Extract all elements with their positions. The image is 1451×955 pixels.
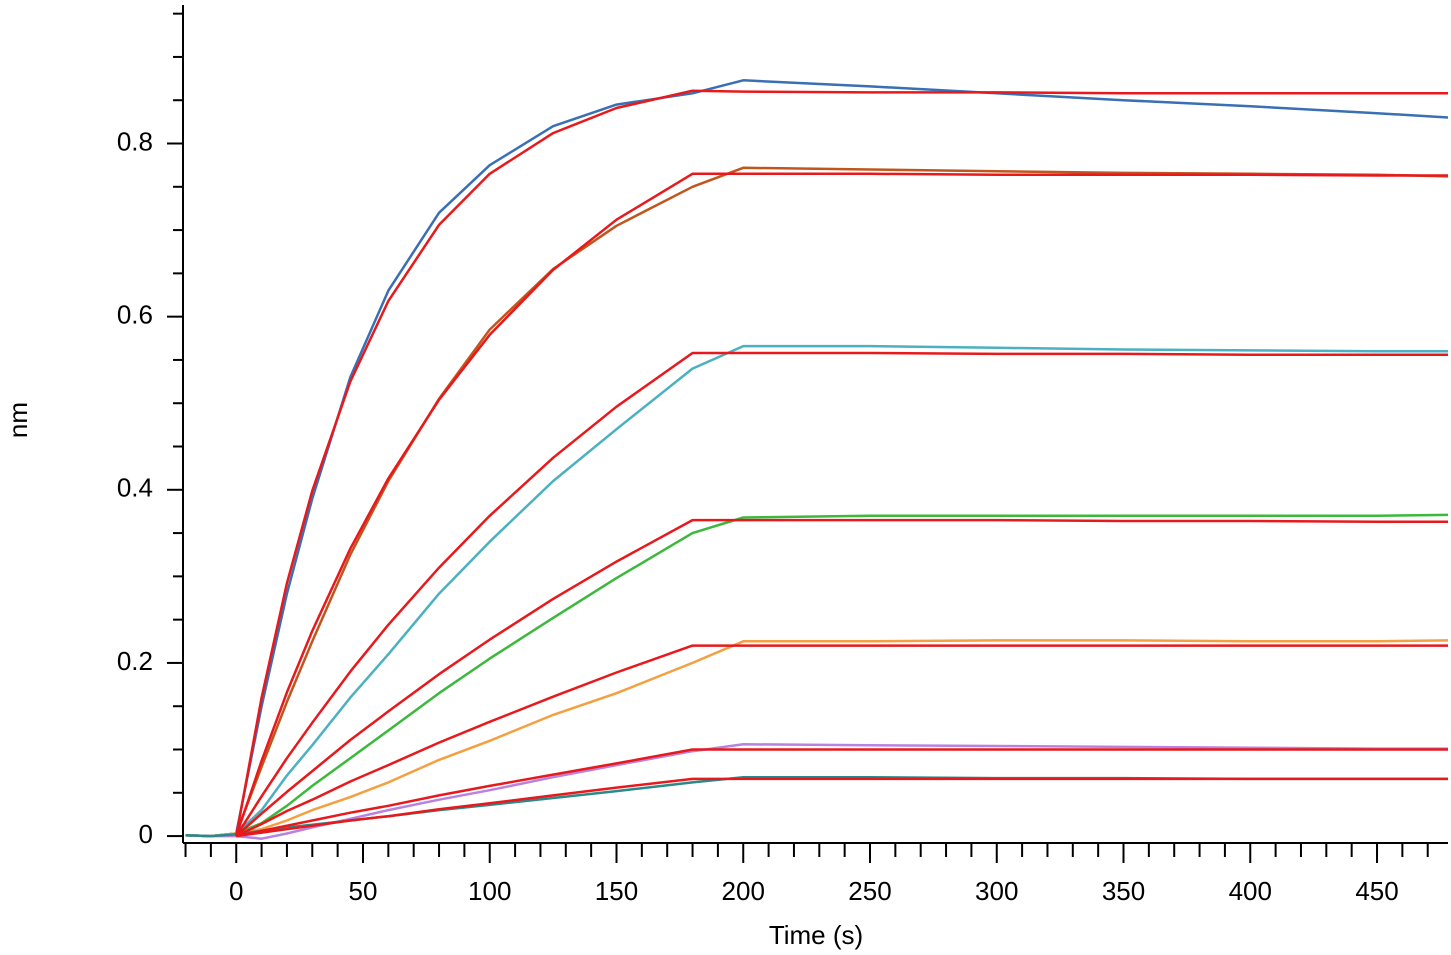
series-line [234,89,1448,837]
y-tick-label: 0.6 [117,300,153,330]
x-tick-label: 0 [229,876,243,906]
x-tick-label: 50 [349,876,378,906]
series-line [185,513,1449,838]
y-tick-label: 0.8 [117,126,153,156]
x-tick-label: 350 [1102,876,1145,906]
series-line [185,743,1448,840]
y-tick-label: 0 [139,819,153,849]
x-tick-label: 400 [1229,876,1272,906]
x-tick-label: 200 [722,876,765,906]
series-line [235,644,1448,838]
series-line [235,748,1448,838]
x-tick-label: 250 [848,876,891,906]
y-tick-label: 0.4 [117,473,153,503]
x-axis-label: Time (s) [769,920,863,950]
x-tick-label: 450 [1355,876,1398,906]
x-tick-label: 100 [468,876,511,906]
series-line [235,172,1448,837]
y-tick-label: 0.2 [117,646,153,676]
series-line [236,777,1448,838]
series-line [185,166,1449,838]
series-line [235,518,1448,838]
series-line [185,639,1449,838]
x-tick-label: 300 [975,876,1018,906]
series-line [185,344,1448,838]
series-line [185,775,1448,838]
x-tick-label: 150 [595,876,638,906]
series-line [235,351,1448,837]
y-axis-label: nm [3,402,33,438]
series-line [185,79,1449,838]
